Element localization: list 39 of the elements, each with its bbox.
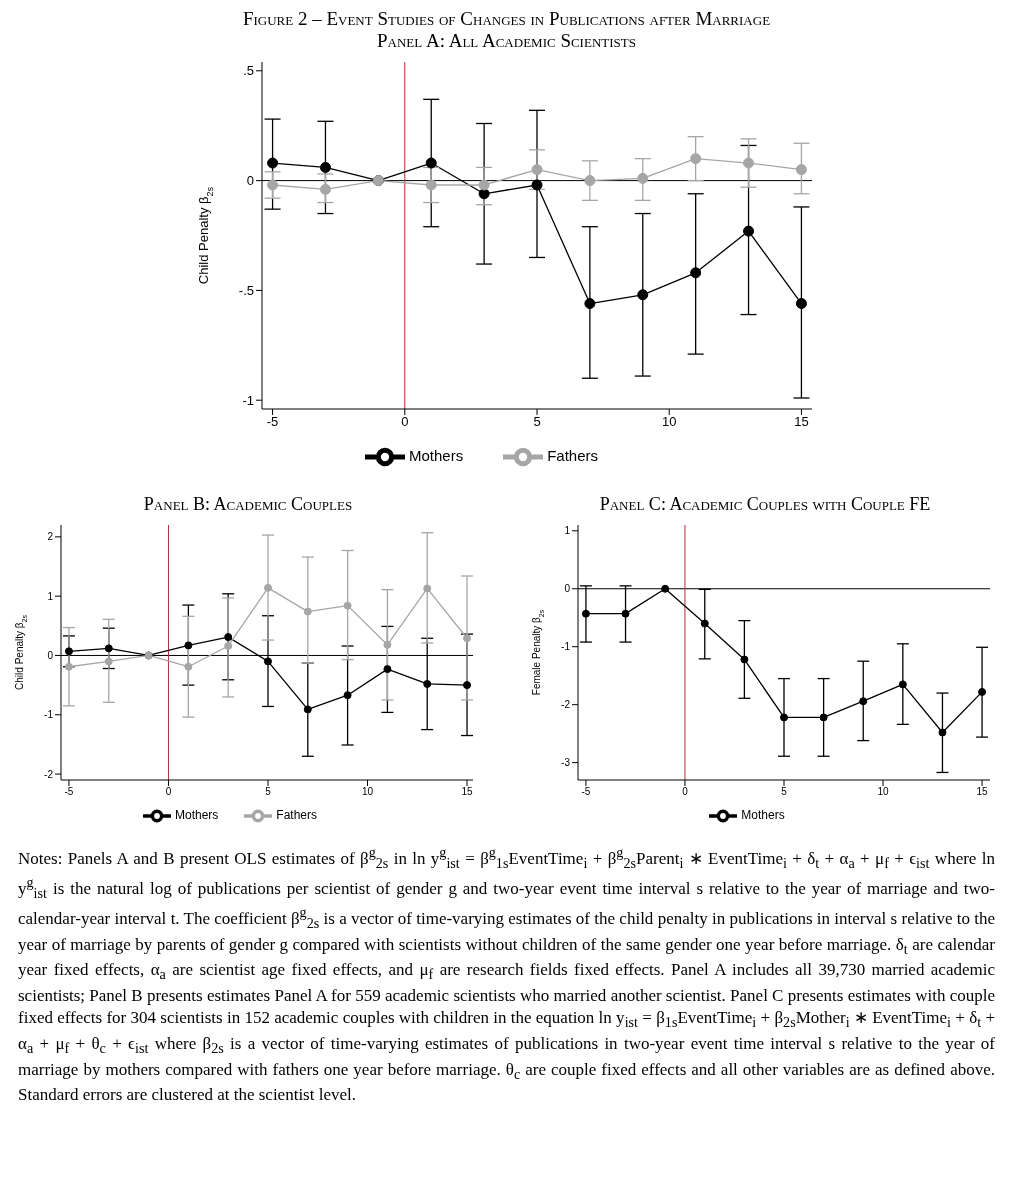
y-tick-label: 2 xyxy=(47,531,54,543)
y-tick-label: 1 xyxy=(47,590,54,602)
x-tick-label: -5 xyxy=(581,786,591,798)
x-tick-label: 15 xyxy=(793,414,809,430)
y-tick-label: 0 xyxy=(246,173,254,189)
x-tick-label: 5 xyxy=(781,786,788,798)
x-tick-label: -5 xyxy=(266,414,278,430)
x-tick-label: 5 xyxy=(532,414,541,430)
chart-title: Panel C: Academic Couples with Couple FE xyxy=(598,494,932,515)
legend-label: Mothers xyxy=(741,808,785,823)
x-tick-label: 0 xyxy=(682,786,689,798)
text: Notes: Panels A and B present OLS estimates of β$^{g}$$_{2s}$ in ln y$^{g}$$_{ist}$ = β$^{g}$$_{1s}$EventTime$_{i}$ + β$^{g}$$_{2s}$Parent$_{i}$ ∗ EventTime$_{i}$ + δ$_{t}$ + α$_{a}$ + μ$_{f}$ + ϵ$_{ist}$ where ln y$^{g}$$_{ist}$ is the natural log of publications per scientist of gender g and two-year event time interval s relative to the year of marriage and two-calendar-year interval t. The coefficient β$^{g}$$_{2s}$ is a vector of time-varying estimates of the child penalty in publications in interval s relative to the year of marriage by parents of gender g compared with scientists without children of the same gender one year before marriage. δ$_{t}$ are calendar year fixed effects, α$_{a}$ are scientist age fixed effects, and μ$_{f}$ are research fields fixed effects. Panel A includes all 39,730 married academic scientists; Panel B presents estimates Panel A for 559 academic scientists who married another scientist. Panel C presents estimates with couple fixed effects for 304 scientists in 152 academic couples with children in the equation ln y$_{ist}$ = β$_{1s}$EventTime$_{i}$ + β$_{2s}$Mother$_{i}$ ∗ EventTime$_{i}$ + δ$_{t}$ + α$_{a}$ + μ$_{f}$ + θ$_{c}$ + ϵ$_{ist}$ where β$_{2s}$ is a vector of time-varying estimates of publications in two-year event time interval s relative to the year of marriage by mothers compared with fathers one year before marriage. θ$_{c}$ are couple fixed effects and all other variables are as defined above. Standard errors are clustered at the scientist level. xyxy=(18,844,996,1105)
y-tick-label: -1 xyxy=(241,392,254,408)
legend-label: Mothers xyxy=(408,446,464,464)
x-tick-label: 15 xyxy=(461,786,474,798)
y-tick-label: -1 xyxy=(561,641,571,653)
x-tick-label: 10 xyxy=(361,786,374,798)
chart-title: Panel B: Academic Couples xyxy=(142,494,354,515)
legend-label: Fathers xyxy=(276,808,318,823)
x-tick-label: 10 xyxy=(877,786,890,798)
y-tick-label: -1 xyxy=(44,709,54,721)
y-tick-label: 0 xyxy=(47,650,54,662)
legend-label: Fathers xyxy=(547,446,599,464)
chart-title: Figure 2 – Event Studies of Changes in Publications after Marriage xyxy=(241,8,772,30)
x-tick-label: 0 xyxy=(400,414,408,430)
y-tick-label: 0 xyxy=(564,583,571,595)
x-tick-label: -5 xyxy=(64,786,74,798)
y-tick-label: -2 xyxy=(561,699,571,711)
y-tick-label: -.5 xyxy=(238,283,254,299)
legend-label: Mothers xyxy=(174,808,219,823)
y-tick-label: -3 xyxy=(561,757,571,769)
y-tick-label: 1 xyxy=(564,525,571,537)
y-tick-label: .5 xyxy=(242,63,254,79)
x-tick-label: 5 xyxy=(265,786,272,798)
y-tick-label: -2 xyxy=(44,768,54,780)
chart-subtitle: Panel A: All Academic Scientists xyxy=(376,30,637,52)
x-tick-label: 15 xyxy=(976,786,989,798)
x-tick-label: 10 xyxy=(661,414,676,430)
x-tick-label: 0 xyxy=(165,786,172,798)
